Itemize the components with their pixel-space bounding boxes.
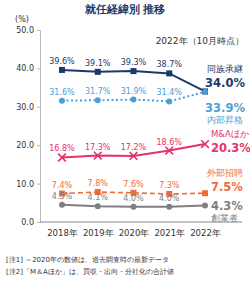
y-tick-mark bbox=[37, 107, 40, 108]
series-name: 同族承継 bbox=[207, 64, 243, 74]
data-label: 39.3% bbox=[121, 58, 147, 67]
marker bbox=[130, 152, 138, 160]
y-tick-mark bbox=[37, 30, 40, 31]
x-tick-label: 2018年 bbox=[47, 228, 78, 238]
data-label: 38.7% bbox=[157, 60, 183, 69]
x-axis: 2018年 2019年 2020年 2021年 2022年 bbox=[40, 222, 242, 238]
data-label: 7.6% bbox=[123, 180, 144, 189]
data-label: 4.1% bbox=[88, 193, 109, 202]
data-label: 39.1% bbox=[85, 59, 111, 68]
y-tick: 20.0 bbox=[16, 141, 40, 150]
series-name: 内部昇格 bbox=[207, 115, 243, 125]
marker bbox=[95, 69, 101, 75]
x-tick-label: 2020年 bbox=[119, 228, 150, 238]
y-tick: 40.0 bbox=[16, 64, 40, 73]
y-axis: 0.0 10.0 20.0 30.0 40.0 50.0 bbox=[16, 26, 40, 227]
x-tick: 2018年 bbox=[47, 222, 78, 238]
y-tick-label: 30.0 bbox=[16, 103, 34, 112]
data-label: 20.3% bbox=[211, 141, 250, 155]
x-tick-label: 2022年 bbox=[190, 228, 221, 238]
y-tick-label: 50.0 bbox=[16, 26, 34, 35]
y-tick-label: 0.0 bbox=[21, 218, 34, 227]
marker bbox=[202, 190, 208, 196]
subtitle: 2022年（10月時点） bbox=[156, 36, 244, 46]
note: [注1] ～2020年の数値は、過去調査時の最新データ bbox=[6, 256, 169, 264]
data-label: 4.0% bbox=[159, 194, 180, 203]
title: 就任経緯別 推移 bbox=[84, 3, 166, 16]
marker bbox=[59, 98, 65, 104]
marker bbox=[202, 202, 208, 208]
series-name: M&Aほか bbox=[211, 129, 249, 139]
data-label: 17.2% bbox=[121, 143, 147, 152]
data-label: 17.3% bbox=[85, 143, 111, 152]
marker bbox=[201, 140, 209, 148]
note: [注2]「M＆Aほか」は、買収・出向・分社化の合計値 bbox=[6, 268, 174, 276]
y-tick-mark bbox=[37, 68, 40, 69]
y-tick-mark bbox=[37, 222, 40, 223]
data-label: 39.6% bbox=[49, 57, 75, 66]
data-label: 7.4% bbox=[52, 181, 73, 190]
data-label: 4.3% bbox=[211, 199, 243, 213]
y-tick: 50.0 bbox=[16, 26, 40, 35]
marker bbox=[166, 204, 172, 210]
marker bbox=[131, 204, 137, 210]
data-label: 31.7% bbox=[85, 87, 111, 96]
chart-svg: 就任経緯別 推移 (%) 2022年（10月時点） 0.0 10.0 20.0 30.0 40… bbox=[0, 0, 250, 286]
series-name: 外部招聘 bbox=[207, 168, 243, 178]
data-label: 7.5% bbox=[211, 180, 243, 194]
y-tick: 10.0 bbox=[16, 180, 40, 189]
data-label: 31.6% bbox=[49, 88, 75, 97]
y-tick-mark bbox=[37, 145, 40, 146]
y-tick-label: 20.0 bbox=[16, 141, 34, 150]
x-tick: 2021年 bbox=[154, 222, 185, 238]
marker bbox=[166, 98, 172, 104]
x-tick-label: 2021年 bbox=[154, 228, 185, 238]
marker bbox=[95, 97, 101, 103]
data-label: 18.6% bbox=[157, 138, 183, 147]
marker bbox=[131, 68, 137, 74]
plot-area bbox=[58, 67, 209, 210]
x-tick: 2020年 bbox=[119, 222, 150, 238]
y-tick-mark bbox=[37, 184, 40, 185]
series-name: 創業者 bbox=[211, 213, 238, 223]
marker bbox=[58, 154, 66, 162]
data-label: 34.0% bbox=[205, 76, 245, 90]
labels: 39.6% 39.1% 39.3% 38.7% 34.0% 同族承継 31.6% 31.7% 3… bbox=[49, 57, 250, 224]
data-label: 31.9% bbox=[121, 87, 147, 96]
data-label: 16.8% bbox=[49, 144, 75, 153]
marker bbox=[166, 70, 172, 76]
x-tick: 2019年 bbox=[83, 222, 114, 238]
marker bbox=[165, 147, 173, 155]
y-tick: 30.0 bbox=[16, 103, 40, 112]
x-tick: 2022年 bbox=[190, 222, 221, 238]
marker bbox=[131, 97, 137, 103]
data-label: 4.5% bbox=[52, 192, 73, 201]
x-tick-label: 2019年 bbox=[83, 228, 114, 238]
y-tick-label: 40.0 bbox=[16, 64, 34, 73]
chart-container: 就任経緯別 推移 (%) 2022年（10月時点） 0.0 10.0 20.0 30.0 40… bbox=[0, 0, 250, 286]
data-label: 7.3% bbox=[159, 181, 180, 190]
marker bbox=[94, 152, 102, 160]
y-tick-label: 10.0 bbox=[16, 180, 34, 189]
y-axis-title: (%) bbox=[15, 15, 29, 24]
marker bbox=[59, 67, 65, 73]
y-tick: 0.0 bbox=[21, 218, 40, 227]
marker bbox=[59, 202, 65, 208]
y-axis-line bbox=[37, 31, 41, 223]
data-label: 31.4% bbox=[157, 88, 183, 97]
data-label: 4.0% bbox=[123, 194, 144, 203]
marker bbox=[95, 203, 101, 209]
data-label: 7.8% bbox=[88, 179, 109, 188]
data-label: 33.9% bbox=[205, 101, 245, 115]
